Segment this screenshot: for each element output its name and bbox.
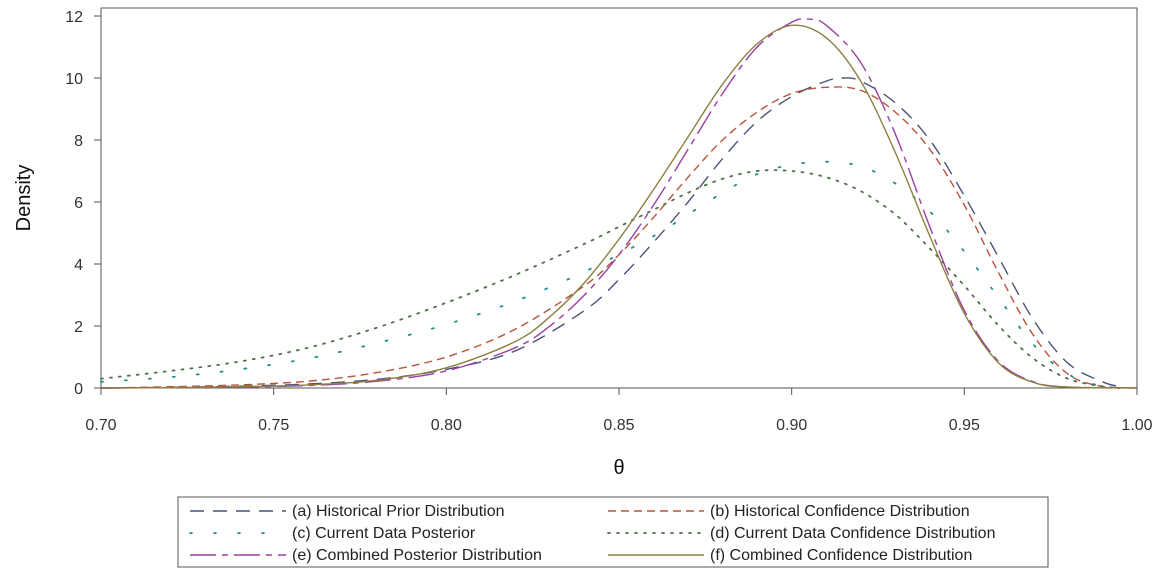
legend-label-d: (d) Current Data Confidence Distribution <box>710 525 995 542</box>
series-line-b <box>100 86 1138 389</box>
y-tick-label: 10 <box>65 71 83 88</box>
plot-area <box>100 17 1138 389</box>
y-tick-label: 12 <box>65 9 83 26</box>
x-tick-label: 1.00 <box>1121 417 1152 434</box>
y-tick-label: 2 <box>74 319 83 336</box>
y-tick-label: 6 <box>74 195 83 212</box>
x-tick-label: 0.95 <box>949 417 980 434</box>
x-tick-label: 0.90 <box>776 417 807 434</box>
x-tick-label: 0.80 <box>431 417 462 434</box>
x-tick-label: 0.85 <box>603 417 634 434</box>
legend: (a) Historical Prior Distribution (b) His… <box>177 496 1049 568</box>
legend-label-f: (f) Combined Confidence Distribution <box>710 547 972 564</box>
y-axis-title: Density <box>13 165 35 232</box>
plot-frame <box>100 7 1138 389</box>
x-tick-label: 0.75 <box>258 417 289 434</box>
legend-label-e: (e) Combined Posterior Distribution <box>292 547 542 564</box>
series-line-a <box>100 77 1120 389</box>
x-tick-label: 0.70 <box>85 417 116 434</box>
y-tick-label: 4 <box>74 257 83 274</box>
legend-label-a: (a) Historical Prior Distribution <box>292 503 505 520</box>
y-tick-label: 8 <box>74 133 83 150</box>
axes: 0.70 0.75 0.80 0.85 0.90 0.95 1.00 0 2 4 6 8 10 12 <box>65 9 1152 434</box>
legend-label-b: (b) Historical Confidence Distribution <box>710 503 970 520</box>
x-axis-title: θ <box>613 457 624 479</box>
legend-label-c: (c) Current Data Posterior <box>292 525 476 542</box>
series-line-f <box>100 24 1138 389</box>
y-tick-label: 0 <box>74 381 83 398</box>
series-line-e <box>100 17 1138 389</box>
series-line-c <box>100 160 1121 389</box>
series-line-d <box>100 169 1121 389</box>
